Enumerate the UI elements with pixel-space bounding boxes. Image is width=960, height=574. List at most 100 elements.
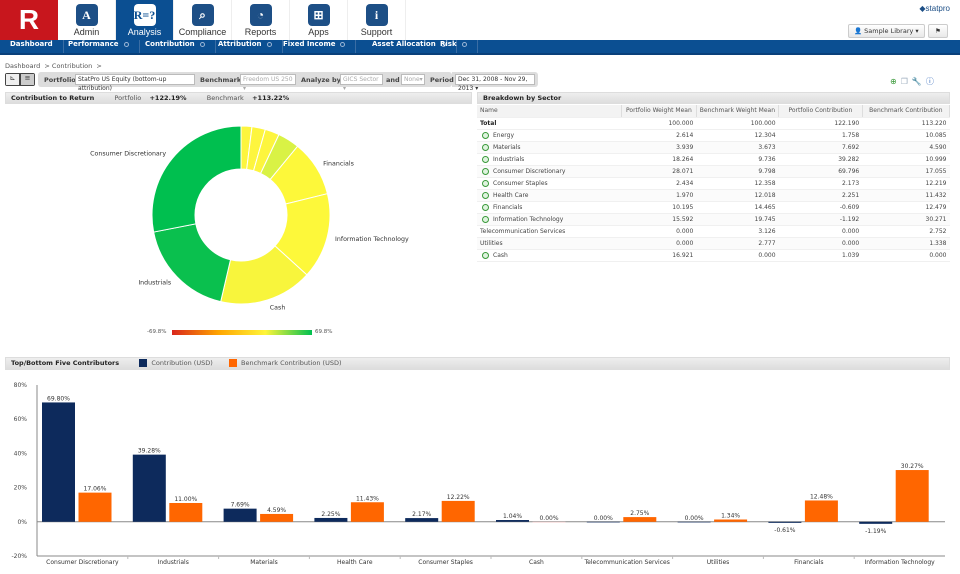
bar-data-label: 1.04%: [503, 513, 522, 520]
x-tick-label: Materials: [250, 559, 278, 566]
cell-value: 2.777: [696, 237, 779, 250]
cell-value: 0.000: [778, 237, 863, 250]
nav-tile-label: Analysis: [127, 27, 162, 37]
row-name: Information Technology: [493, 215, 564, 223]
cell-value: 0.000: [621, 237, 697, 250]
drilldown-zoom-icon[interactable]: [482, 191, 489, 199]
table-row[interactable]: Consumer Discretionary 28.071 9.798 69.796 1…: [477, 165, 950, 178]
menu-item-performance[interactable]: Performance: [58, 40, 140, 53]
table-row[interactable]: Total 100.000 100.000 122.190 113.220: [477, 117, 950, 130]
row-name: Consumer Discretionary: [493, 167, 566, 175]
cell-value: 12.479: [862, 201, 950, 214]
cell-value: 0.000: [621, 225, 697, 238]
drilldown-zoom-icon[interactable]: [482, 167, 489, 175]
nav-tile-label: Apps: [308, 27, 329, 37]
breakdown-table: Name Portfolio Weight Mean Benchmark Weigh…: [477, 105, 951, 262]
drilldown-zoom-icon[interactable]: [482, 215, 489, 223]
benchmark-select[interactable]: Freedom US 250 ▾: [240, 74, 296, 92]
contributors-bar-chart: 80% 60% 40% 20% 0% -20% Consumer Discretionary…: [11, 382, 945, 566]
contribution-panel-title: Contribution to Return: [11, 94, 95, 102]
wrench-icon[interactable]: 🔧: [911, 77, 926, 86]
contribution-panel-header: Contribution to Return Portfolio +122.19…: [5, 92, 472, 104]
column-header[interactable]: Benchmark Contribution: [862, 105, 951, 118]
menu-item-contribution[interactable]: Contribution: [135, 40, 216, 53]
donut-label: Cash: [270, 305, 286, 312]
table-view-icon[interactable]: ≡: [21, 74, 34, 85]
drilldown-zoom-icon[interactable]: [482, 143, 489, 151]
table-row[interactable]: Information Technology 15.592 19.745 -1.192…: [477, 213, 950, 226]
table-row[interactable]: Industrials 18.264 9.736 39.282 10.999: [477, 153, 950, 166]
table-row[interactable]: Cash 16.921 0.000 1.039 0.000: [477, 249, 950, 262]
drilldown-zoom-icon[interactable]: [482, 131, 489, 139]
nav-tile-analysis[interactable]: R=? Analysis: [116, 0, 174, 40]
menu-item-dashboard[interactable]: Dashboard: [0, 40, 64, 53]
drilldown-zoom-icon[interactable]: [482, 155, 489, 163]
column-header[interactable]: Name: [477, 105, 622, 118]
nav-tile-apps[interactable]: ⊞ Apps: [290, 0, 348, 40]
drilldown-zoom-icon[interactable]: [482, 251, 489, 259]
table-row[interactable]: Health Care 1.970 12.018 2.251 11.432: [477, 189, 950, 202]
breadcrumb-dashboard[interactable]: Dashboard: [5, 62, 41, 70]
copy-icon[interactable]: ❐: [900, 77, 912, 86]
menu-dropdown-icon: [123, 41, 129, 47]
bar-data-label: 30.27%: [901, 463, 924, 470]
cell-value: 100.000: [696, 117, 779, 130]
nav-tile-reports[interactable]: ◔ Reports: [232, 0, 290, 40]
menu-item-fixed-income[interactable]: Fixed Income: [273, 40, 357, 53]
cell-value: 2.173: [778, 177, 863, 190]
breadcrumb: Dashboard > Contribution >: [5, 62, 102, 70]
menu-dropdown-icon: [340, 41, 346, 47]
column-header[interactable]: Benchmark Weight Mean: [696, 105, 780, 118]
table-row[interactable]: Consumer Staples 2.434 12.358 2.173 12.219: [477, 177, 950, 190]
menu-item-label: Contribution: [145, 40, 195, 48]
cell-value: 28.071: [621, 165, 697, 178]
analyze-by-select[interactable]: GICS Sector ▾: [340, 74, 383, 92]
x-tick-label: Cash: [529, 559, 544, 566]
flag-button[interactable]: ⚑: [928, 24, 948, 38]
drilldown-zoom-icon[interactable]: [482, 179, 489, 187]
cell-value: 0.000: [778, 225, 863, 238]
cell-value: 2.251: [778, 189, 863, 202]
menu-item-attribution[interactable]: Attribution: [208, 40, 283, 53]
cell-value: 9.736: [696, 153, 779, 166]
table-row[interactable]: Utilities 0.000 2.777 0.000 1.338: [477, 237, 950, 250]
table-row[interactable]: Telecommunication Services 0.000 3.126 0.00…: [477, 225, 950, 238]
nav-tile-compliance[interactable]: ⌕ Compliance: [174, 0, 232, 40]
breadcrumb-contribution[interactable]: > Contribution: [44, 62, 93, 70]
app-logo[interactable]: R: [0, 0, 58, 40]
nav-tile-admin[interactable]: A Admin: [58, 0, 116, 40]
cell-value: 17.055: [862, 165, 950, 178]
period-select[interactable]: Dec 31, 2008 - Nov 29, 2013 ▾: [455, 74, 535, 92]
user-menu-button[interactable]: 👤 Sample Library ▾: [848, 24, 925, 38]
column-header[interactable]: Portfolio Contribution: [778, 105, 863, 118]
x-tick-label: Consumer Staples: [418, 559, 473, 566]
cell-value: 18.264: [621, 153, 697, 166]
x-tick-label: Consumer Discretionary: [46, 559, 119, 566]
contributors-panel-title: Top/Bottom Five Contributors: [11, 359, 120, 367]
bar-benchmark: [804, 500, 838, 522]
row-name: Energy: [493, 131, 515, 139]
drilldown-zoom-icon[interactable]: [482, 203, 489, 211]
cell-value: 3.939: [621, 141, 697, 154]
portfolio-field[interactable]: StatPro US Equity (bottom-up attribution…: [75, 74, 195, 92]
contributors-panel-header: Top/Bottom Five Contributors Contributio…: [5, 357, 950, 370]
column-header[interactable]: Portfolio Weight Mean: [621, 105, 697, 118]
bar-data-label: 7.69%: [231, 502, 250, 509]
table-row[interactable]: Energy 2.614 12.304 1.758 10.085: [477, 129, 950, 142]
bar-benchmark: [169, 502, 203, 522]
secondary-analyze-select[interactable]: None▾: [401, 74, 425, 85]
menu-item-asset-allocation[interactable]: Asset Allocation: [362, 40, 457, 53]
x-tick-label: Utilities: [707, 559, 730, 566]
help-icon[interactable]: ⓘ: [925, 77, 938, 86]
nav-tile-support[interactable]: i Support: [348, 0, 406, 40]
chart-view-icon[interactable]: ⊾: [6, 74, 19, 85]
bar-contribution: [859, 521, 893, 524]
add-icon[interactable]: ⊕: [890, 77, 901, 86]
table-row[interactable]: Materials 3.939 3.673 7.692 4.590: [477, 141, 950, 154]
menu-dropdown-icon: [461, 41, 467, 47]
menu-item-risk[interactable]: Risk: [430, 40, 478, 53]
row-name: Health Care: [493, 191, 529, 199]
table-row[interactable]: Financials 10.195 14.465 -0.609 12.479: [477, 201, 950, 214]
bar-data-label: 4.59%: [267, 507, 286, 514]
user-icon: 👤: [854, 27, 863, 35]
